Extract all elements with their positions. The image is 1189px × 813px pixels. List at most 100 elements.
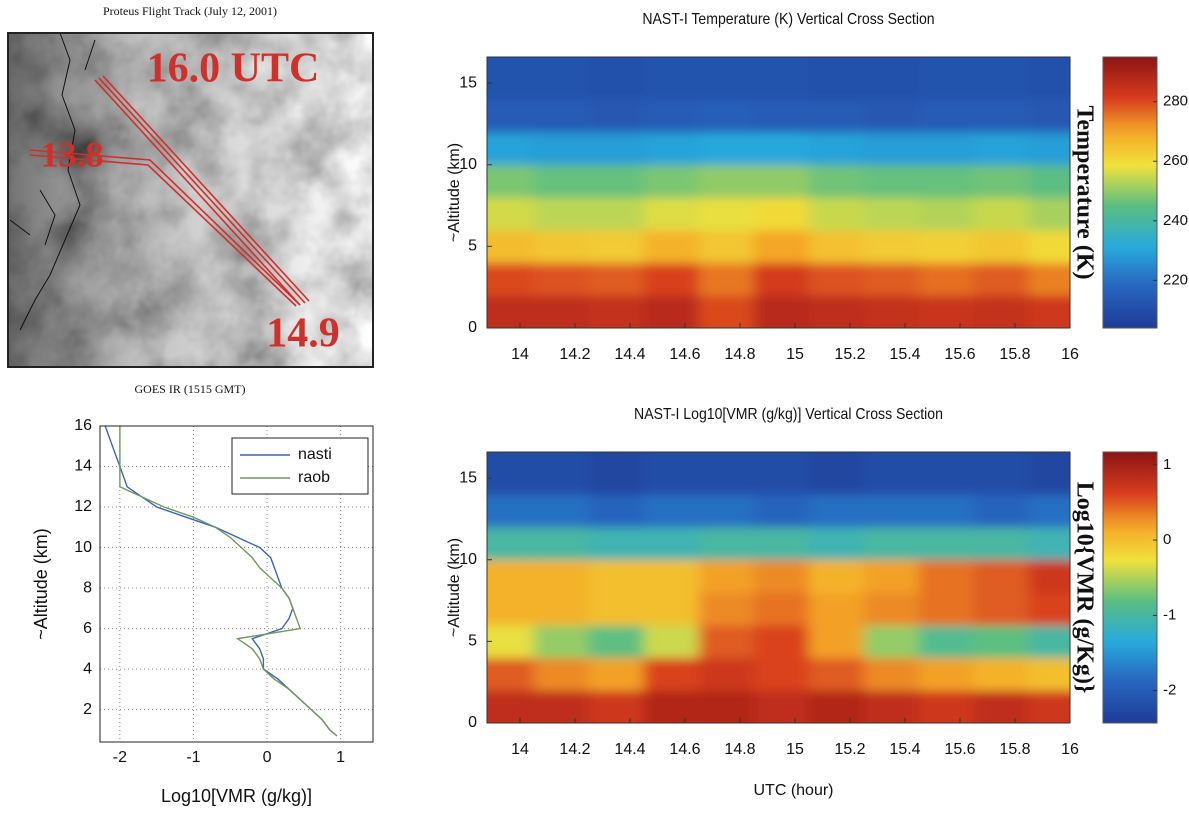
- heatmap-cell: [534, 99, 590, 132]
- heatmap-cell: [974, 658, 1030, 691]
- heatmap-cell: [699, 592, 755, 625]
- colorbar: [1103, 452, 1157, 723]
- colorbar-tick-label: 220: [1163, 271, 1188, 288]
- heatmap-cell: [809, 419, 865, 495]
- heatmap-cell: [919, 230, 975, 263]
- y-tick-label: 14: [74, 458, 92, 475]
- heatmap-cell: [974, 230, 1030, 263]
- heatmap-cell: [534, 527, 590, 560]
- heatmap-cell: [699, 99, 755, 132]
- heatmap-cell: [974, 263, 1030, 296]
- heatmap-cell: [534, 560, 590, 593]
- heatmap-cell: [809, 527, 865, 560]
- colorbar-tick-label: -1: [1163, 606, 1176, 623]
- heatmap-cell: [864, 24, 920, 100]
- heatmap-cell: [699, 230, 755, 263]
- y-tick-label: 10: [74, 539, 92, 556]
- x-tick-label: 15.2: [834, 346, 865, 363]
- heatmap-cell: [754, 263, 810, 296]
- heatmap-cell: [754, 592, 810, 625]
- heatmap-cell: [589, 165, 645, 198]
- heatmap-cell: [864, 99, 920, 132]
- x-tick-label: 15.4: [889, 741, 920, 758]
- heatmap-cell: [699, 625, 755, 658]
- x-axis-label: UTC (hour): [753, 782, 833, 799]
- heatmap-cell: [699, 527, 755, 560]
- colorbar-tick-label: 0: [1163, 531, 1171, 548]
- x-tick-label: 14.4: [614, 346, 645, 363]
- colorbar-tick-label: 1: [1163, 456, 1171, 473]
- heatmap-cell: [589, 527, 645, 560]
- annotation: 16.0 UTC: [147, 46, 320, 92]
- heatmap-cell: [534, 132, 590, 165]
- heatmap-cell: [919, 99, 975, 132]
- heatmap-cell: [432, 658, 534, 691]
- heatmap-cell: [534, 494, 590, 527]
- heatmap-cell: [432, 494, 534, 527]
- heatmap-cell: [644, 24, 700, 100]
- heatmap-cell: [864, 625, 920, 658]
- heatmap-cell: [919, 132, 975, 165]
- cross-section: NAST-I Temperature (K) Vertical Cross Se…: [432, 10, 1188, 363]
- heatmap-cell: [809, 592, 865, 625]
- heatmap-cell: [974, 99, 1030, 132]
- heatmap-cell: [699, 658, 755, 691]
- heatmap-cell: [589, 592, 645, 625]
- heatmap-cell: [699, 132, 755, 165]
- heatmap-cell: [754, 197, 810, 230]
- heatmap-cell: [809, 132, 865, 165]
- heatmap-cell: [864, 263, 920, 296]
- x-tick-label: 15: [786, 741, 804, 758]
- heatmap-cell: [864, 230, 920, 263]
- heatmap-cell: [754, 560, 810, 593]
- x-tick-label: 14.2: [559, 346, 590, 363]
- heatmap-cell: [864, 132, 920, 165]
- y-tick-label: 6: [83, 620, 92, 637]
- annotation: 13.8: [41, 134, 104, 174]
- heatmap-cell: [809, 263, 865, 296]
- y-tick-label: 15: [459, 74, 477, 91]
- heatmap-cell: [432, 263, 534, 296]
- heatmap-cell: [919, 494, 975, 527]
- chart-title: NAST-I Log10[VMR (g/kg)] Vertical Cross …: [634, 405, 943, 423]
- x-tick-label: 14.6: [669, 346, 700, 363]
- heatmap-cell: [534, 24, 590, 100]
- heatmap-cell: [644, 132, 700, 165]
- x-tick-label: -2: [113, 749, 127, 766]
- heatmap-cell: [589, 132, 645, 165]
- heatmap-cell: [919, 197, 975, 230]
- y-axis-label: ~Altitude (km): [31, 528, 51, 640]
- heatmap-cell: [864, 560, 920, 593]
- heatmap-cell: [644, 99, 700, 132]
- colorbar-tick-label: 260: [1163, 152, 1188, 169]
- heatmap-cell: [919, 419, 975, 495]
- y-tick-label: 8: [83, 579, 92, 596]
- heatmap-cell: [754, 658, 810, 691]
- heatmap-cell: [534, 263, 590, 296]
- legend-label: raob: [298, 469, 330, 486]
- heatmap-cell: [864, 494, 920, 527]
- heatmap-cell: [809, 560, 865, 593]
- heatmap-cell: [589, 625, 645, 658]
- map-title: Proteus Flight Track (July 12, 2001): [103, 4, 277, 18]
- heatmap-cell: [919, 658, 975, 691]
- x-tick-label: 14.8: [724, 346, 755, 363]
- y-tick-label: 5: [468, 238, 477, 255]
- cross-section: NAST-I Log10[VMR (g/kg)] Vertical Cross …: [432, 405, 1176, 799]
- heatmap-cell: [644, 494, 700, 527]
- heatmap-cell: [644, 197, 700, 230]
- x-tick-label: 0: [263, 749, 272, 766]
- heatmap-cells: [432, 419, 1126, 756]
- heatmap-cell: [534, 592, 590, 625]
- x-tick-label: 15.6: [944, 346, 975, 363]
- x-tick-label: 15.8: [999, 346, 1030, 363]
- legend-label: nasti: [298, 446, 332, 463]
- heatmap-cell: [974, 560, 1030, 593]
- heatmap-cell: [809, 165, 865, 198]
- x-tick-label: 14.8: [724, 741, 755, 758]
- heatmap-cell: [534, 419, 590, 495]
- heatmap-cell: [809, 24, 865, 100]
- heatmap-cells: [432, 24, 1126, 361]
- heatmap-cell: [974, 197, 1030, 230]
